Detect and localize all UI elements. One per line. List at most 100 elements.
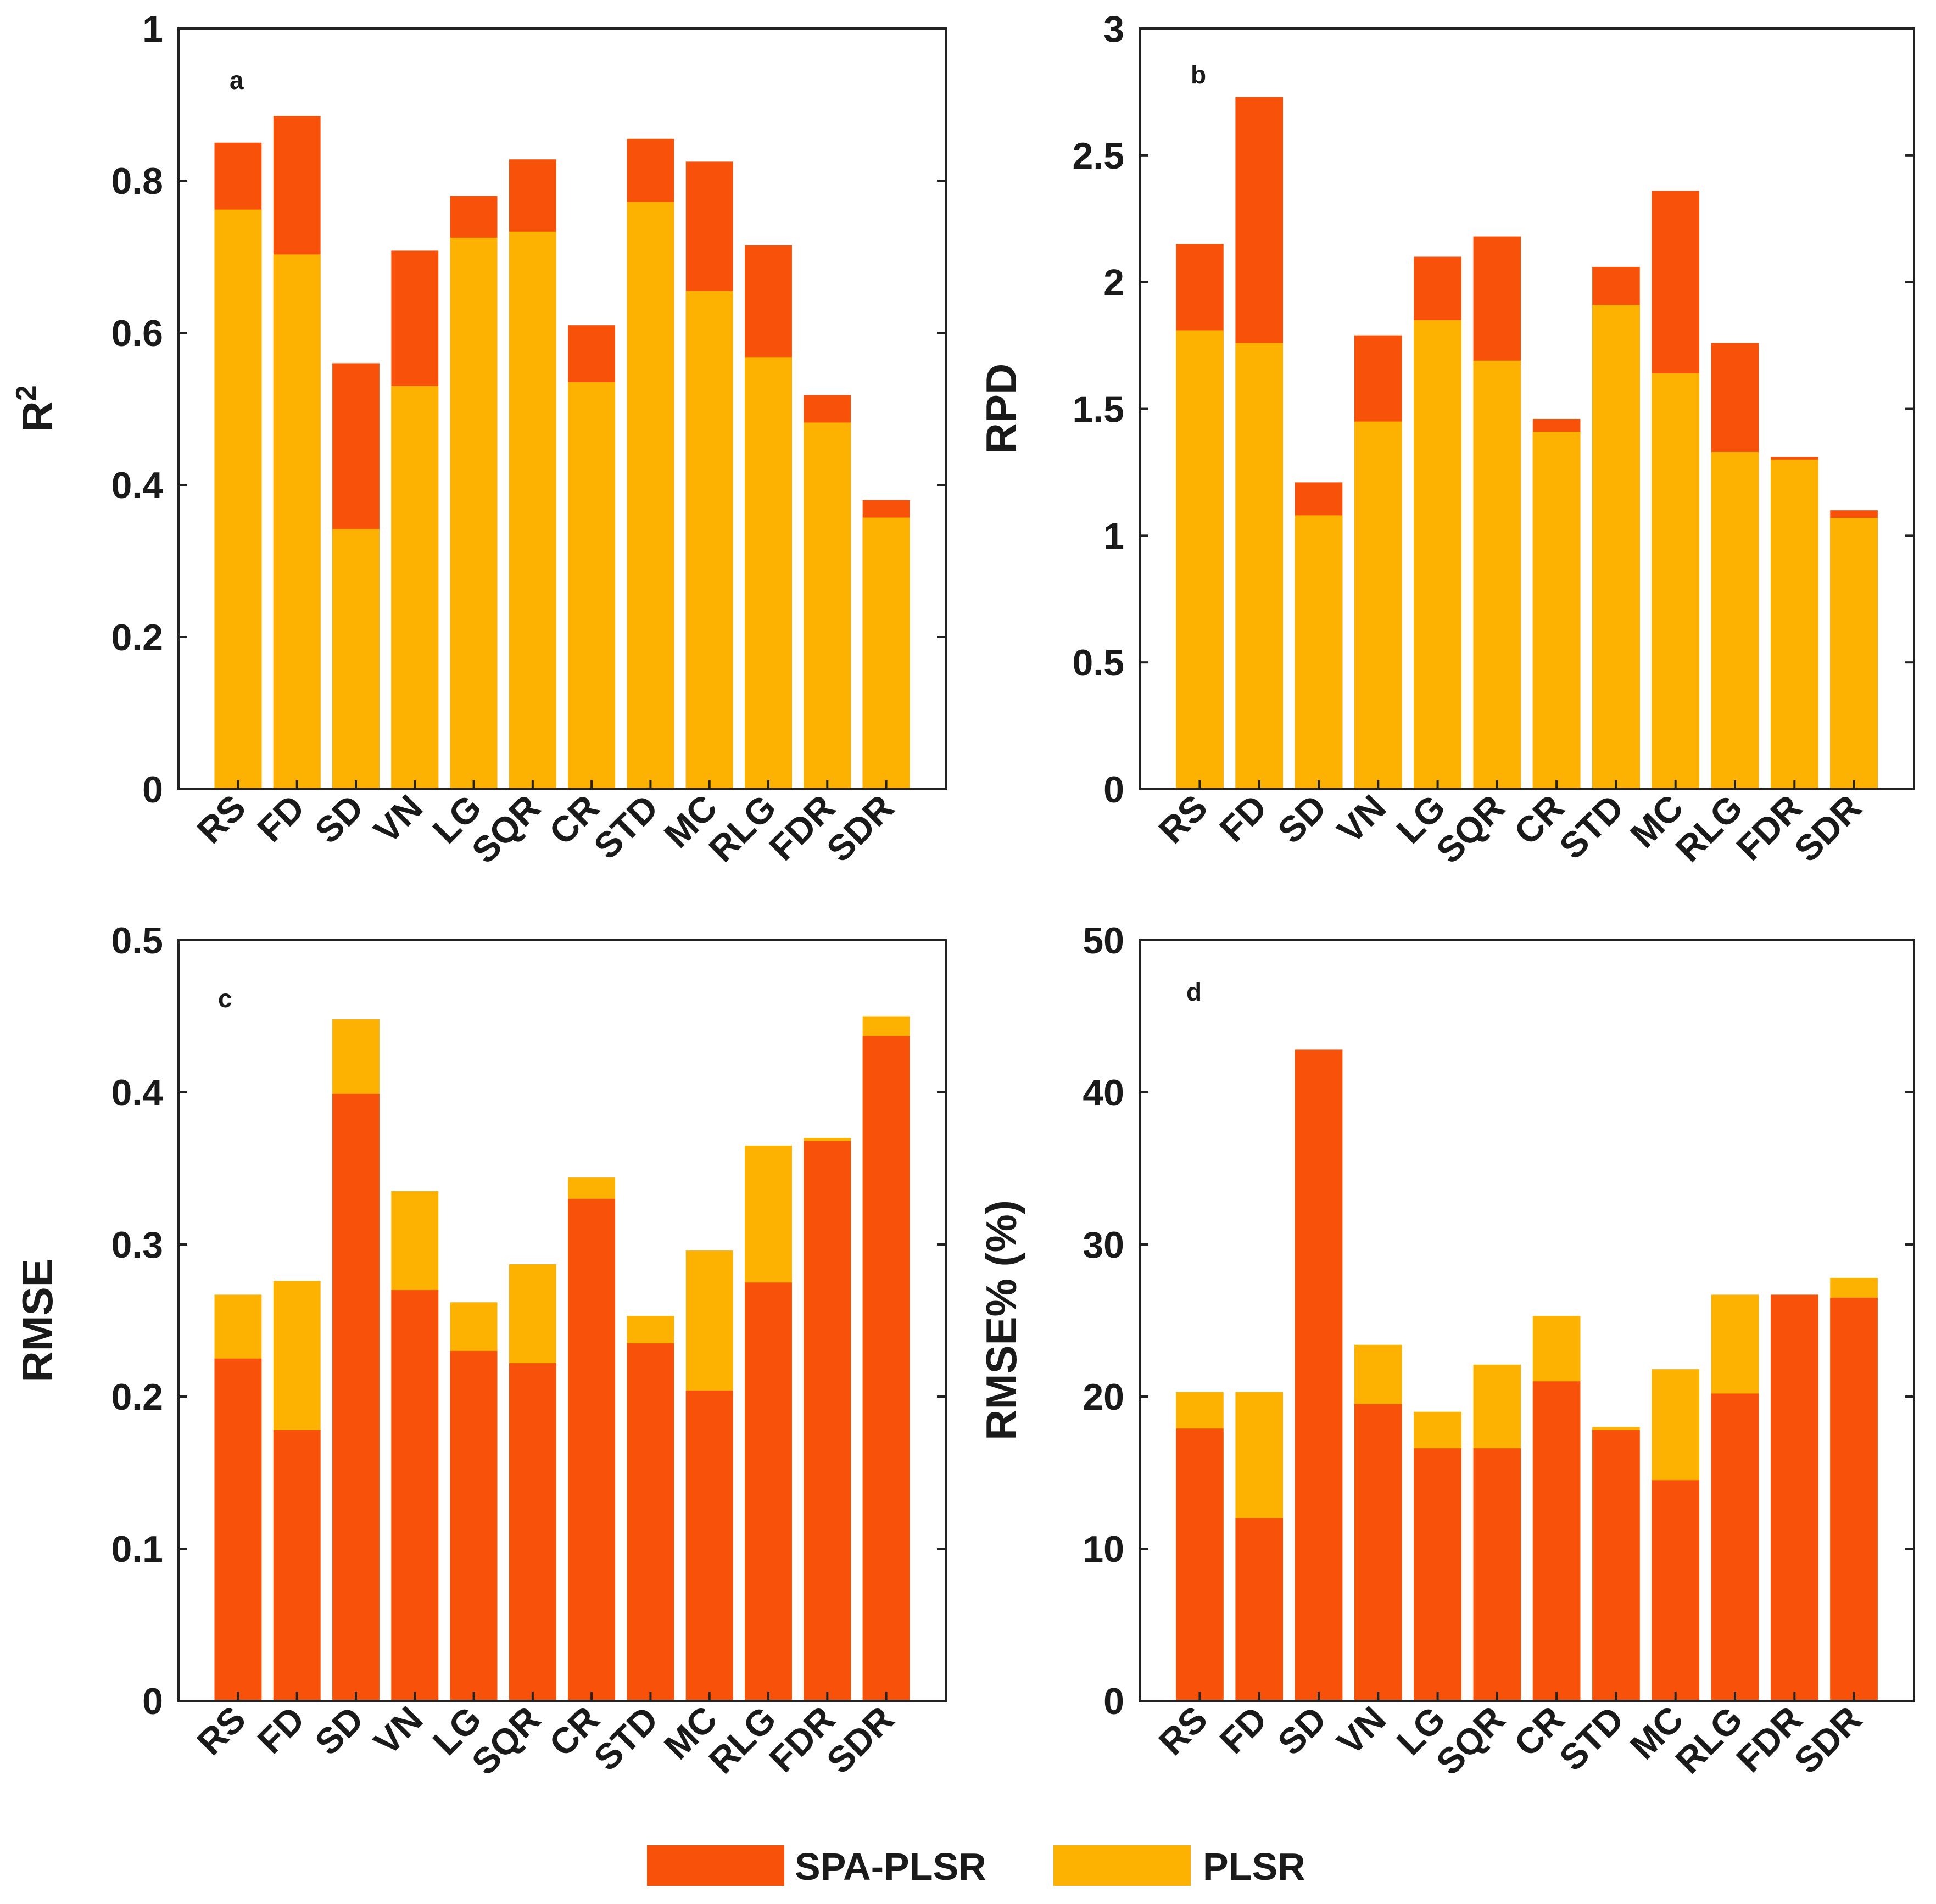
bar-d-spa-plsr-lg — [1414, 1448, 1461, 1701]
bar-d-spa-plsr-vn — [1354, 1404, 1402, 1701]
category-label-b-sdr: SDR — [1787, 787, 1870, 870]
bar-b-plsr-sdr — [1830, 518, 1878, 789]
bar-b-plsr-rs — [1176, 330, 1224, 789]
ytick-label-d-0: 0 — [1103, 1680, 1124, 1722]
category-label-d-std: STD — [1552, 1699, 1632, 1779]
category-label-a-rlg: RLG — [701, 787, 784, 870]
chart-panel-d: 01020304050RSFDSDVNLGSQRCRSTDMCRLGFDRSDR… — [977, 920, 1915, 1783]
category-label-c-sdr: SDR — [819, 1699, 902, 1782]
category-label-a-sd: SD — [307, 787, 371, 851]
category-label-d-fdr: FDR — [1728, 1699, 1810, 1780]
ytick-label-c-5: 0.5 — [111, 920, 163, 962]
panel-letter-d: d — [1186, 978, 1202, 1006]
ytick-label-a-3: 0.6 — [111, 312, 163, 354]
bar-c-spa-plsr-vn — [391, 1290, 439, 1701]
ylabel-c: RMSE — [13, 1258, 62, 1382]
ytick-label-b-2: 1 — [1103, 515, 1124, 557]
bar-d-spa-plsr-fd — [1235, 1518, 1284, 1701]
category-label-b-rlg: RLG — [1667, 787, 1750, 870]
panel-letter-a: a — [230, 66, 244, 94]
bar-a-plsr-rlg — [745, 357, 792, 789]
bar-c-spa-plsr-std — [627, 1343, 674, 1701]
bar-b-plsr-mc — [1652, 373, 1700, 789]
bar-a-plsr-std — [627, 202, 674, 789]
ytick-label-c-4: 0.4 — [111, 1072, 163, 1114]
panel-letter-b: b — [1191, 60, 1206, 89]
ytick-label-d-3: 30 — [1083, 1224, 1124, 1266]
category-label-b-sd: SD — [1270, 787, 1334, 851]
ylabel-d: RMSE% (%) — [977, 1200, 1025, 1440]
bar-a-plsr-sdr — [862, 517, 910, 789]
bar-c-spa-plsr-sdr — [862, 1036, 910, 1701]
bar-b-plsr-vn — [1354, 421, 1402, 789]
category-label-b-fdr: FDR — [1728, 787, 1810, 868]
category-label-b-sqr: SQR — [1428, 787, 1512, 871]
bar-c-spa-plsr-sd — [332, 1093, 380, 1701]
category-label-a-fd: FD — [249, 787, 313, 850]
category-label-d-vn: VN — [1329, 1699, 1393, 1763]
ytick-label-a-0: 0 — [142, 769, 163, 811]
category-label-a-sdr: SDR — [819, 787, 902, 870]
ytick-label-b-6: 3 — [1103, 8, 1124, 50]
ytick-label-b-4: 2 — [1103, 262, 1124, 304]
category-label-c-sd: SD — [307, 1699, 371, 1763]
bar-c-spa-plsr-rlg — [745, 1282, 792, 1701]
bar-b-plsr-std — [1592, 305, 1640, 789]
bar-a-plsr-lg — [450, 237, 498, 789]
category-label-b-std: STD — [1552, 787, 1632, 867]
ytick-label-a-5: 1 — [142, 8, 163, 50]
chart-panel-c: 00.10.20.30.40.5RSFDSDVNLGSQRCRSTDMCRLGF… — [13, 920, 947, 1783]
bar-b-plsr-fd — [1235, 343, 1284, 789]
bar-d-spa-plsr-cr — [1532, 1381, 1581, 1701]
bar-c-spa-plsr-rs — [214, 1358, 262, 1701]
bar-c-spa-plsr-fdr — [804, 1141, 851, 1701]
category-label-c-vn: VN — [366, 1699, 430, 1763]
legend-label-spa-plsr: SPA-PLSR — [795, 1845, 986, 1888]
bar-a-plsr-vn — [391, 386, 439, 789]
bar-c-spa-plsr-cr — [568, 1198, 616, 1701]
category-label-d-sdr: SDR — [1787, 1699, 1870, 1782]
ytick-label-c-1: 0.1 — [111, 1528, 163, 1570]
bar-a-plsr-fdr — [804, 422, 851, 789]
bar-d-spa-plsr-rlg — [1711, 1393, 1759, 1701]
bar-b-plsr-fdr — [1770, 459, 1818, 789]
bar-b-plsr-lg — [1414, 320, 1461, 789]
category-label-c-rlg: RLG — [701, 1699, 784, 1782]
plot-frame-d — [1139, 939, 1915, 1702]
category-label-c-sqr: SQR — [464, 1699, 548, 1783]
ytick-label-b-1: 0.5 — [1072, 642, 1124, 684]
bar-d-spa-plsr-sqr — [1473, 1448, 1521, 1701]
category-label-c-std: STD — [586, 1699, 666, 1779]
ytick-label-d-5: 50 — [1083, 920, 1124, 962]
ytick-label-c-2: 0.2 — [111, 1376, 163, 1418]
ytick-label-d-1: 10 — [1083, 1528, 1124, 1570]
category-label-a-rs: RS — [189, 787, 253, 851]
bar-d-spa-plsr-sdr — [1830, 1297, 1878, 1701]
legend: SPA-PLSR PLSR — [647, 1845, 1305, 1888]
ytick-label-b-5: 2.5 — [1072, 135, 1124, 177]
category-label-d-fd: FD — [1212, 1699, 1275, 1762]
ytick-label-a-2: 0.4 — [111, 465, 163, 506]
bar-d-spa-plsr-sd — [1295, 1049, 1343, 1701]
bar-d-spa-plsr-rs — [1176, 1428, 1224, 1701]
chart-panel-a: 00.20.40.60.81RSFDSDVNLGSQRCRSTDMCRLGFDR… — [10, 8, 947, 871]
legend-label-plsr: PLSR — [1203, 1845, 1305, 1888]
bar-c-spa-plsr-fd — [273, 1430, 321, 1701]
category-label-c-rs: RS — [189, 1699, 253, 1763]
category-label-c-fd: FD — [249, 1699, 313, 1762]
bar-b-plsr-rlg — [1711, 451, 1759, 789]
bar-a-plsr-sd — [332, 529, 380, 789]
ytick-label-d-2: 20 — [1083, 1376, 1124, 1418]
bar-c-spa-plsr-sqr — [509, 1363, 556, 1701]
category-label-d-sqr: SQR — [1428, 1699, 1512, 1783]
panel-letter-c: c — [218, 984, 232, 1013]
bar-a-plsr-mc — [685, 291, 733, 789]
category-label-a-fdr: FDR — [761, 787, 843, 868]
bar-d-spa-plsr-std — [1592, 1430, 1640, 1701]
bar-c-spa-plsr-lg — [450, 1350, 498, 1701]
legend-swatch-plsr — [1053, 1845, 1191, 1886]
chart-panel-b: 00.511.522.53RSFDSDVNLGSQRCRSTDMCRLGFDRS… — [977, 8, 1915, 871]
category-label-b-vn: VN — [1329, 787, 1393, 851]
plot-frame-a — [177, 27, 947, 790]
